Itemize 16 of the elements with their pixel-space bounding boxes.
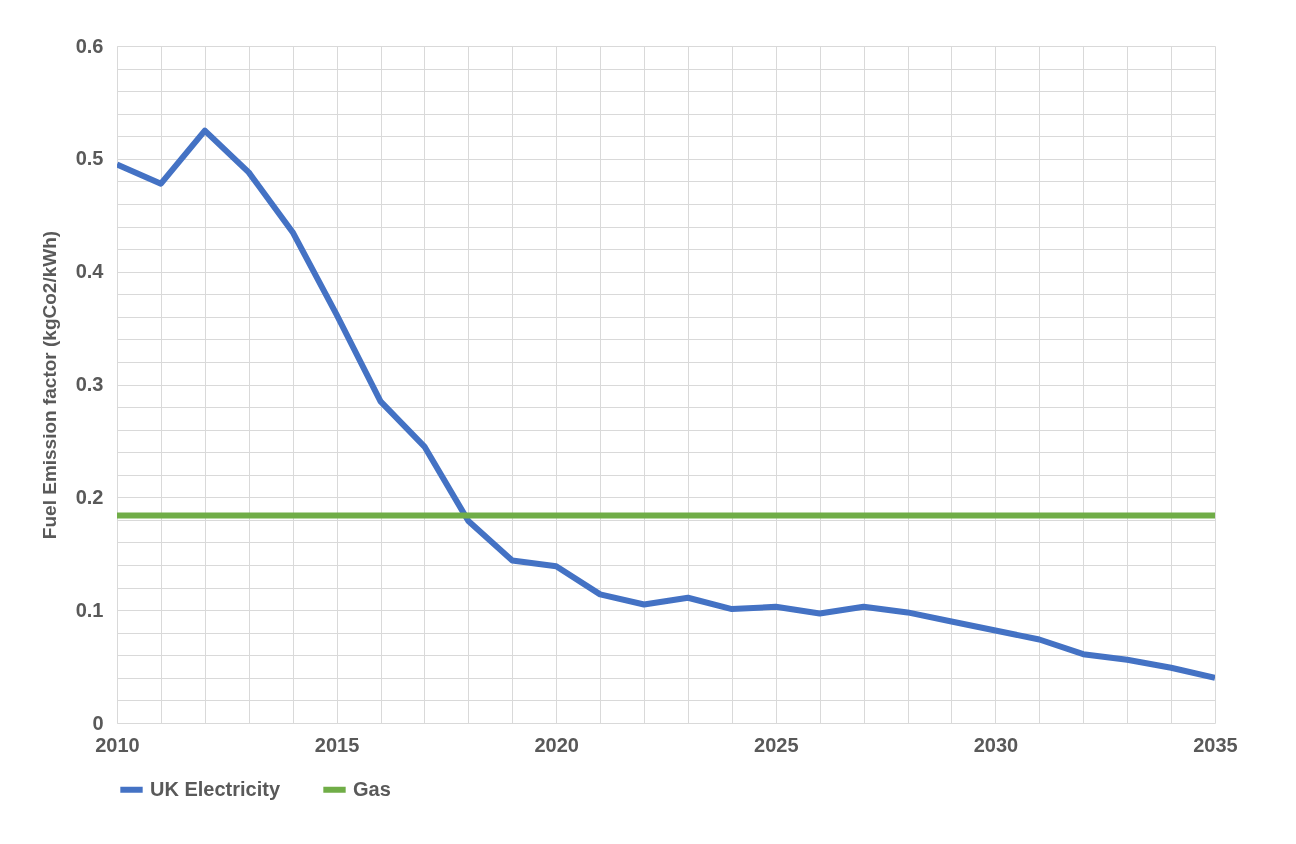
x-tick-label: 2020 <box>534 733 579 756</box>
x-tick-label: 2010 <box>95 733 140 756</box>
y-axis-title: Fuel Emission factor (kgCo2/kWh) <box>38 230 60 540</box>
y-tick-label: 0.4 <box>75 260 105 283</box>
y-tick-label: 0.3 <box>75 373 104 395</box>
y-tick-label: 0.5 <box>75 147 104 170</box>
y-tick-label: 0 <box>92 711 104 734</box>
legend-label: Gas <box>353 777 391 800</box>
y-tick-label: 0.1 <box>75 598 104 621</box>
x-tick-label: 2015 <box>314 733 360 756</box>
x-tick-label: 2030 <box>973 733 1019 756</box>
legend-label: UK Electricity <box>150 777 281 800</box>
x-tick-label: 2035 <box>1193 733 1238 756</box>
y-tick-label: 0.6 <box>75 34 104 57</box>
y-tick-label: 0.2 <box>75 485 104 508</box>
x-tick-label: 2025 <box>754 733 799 756</box>
